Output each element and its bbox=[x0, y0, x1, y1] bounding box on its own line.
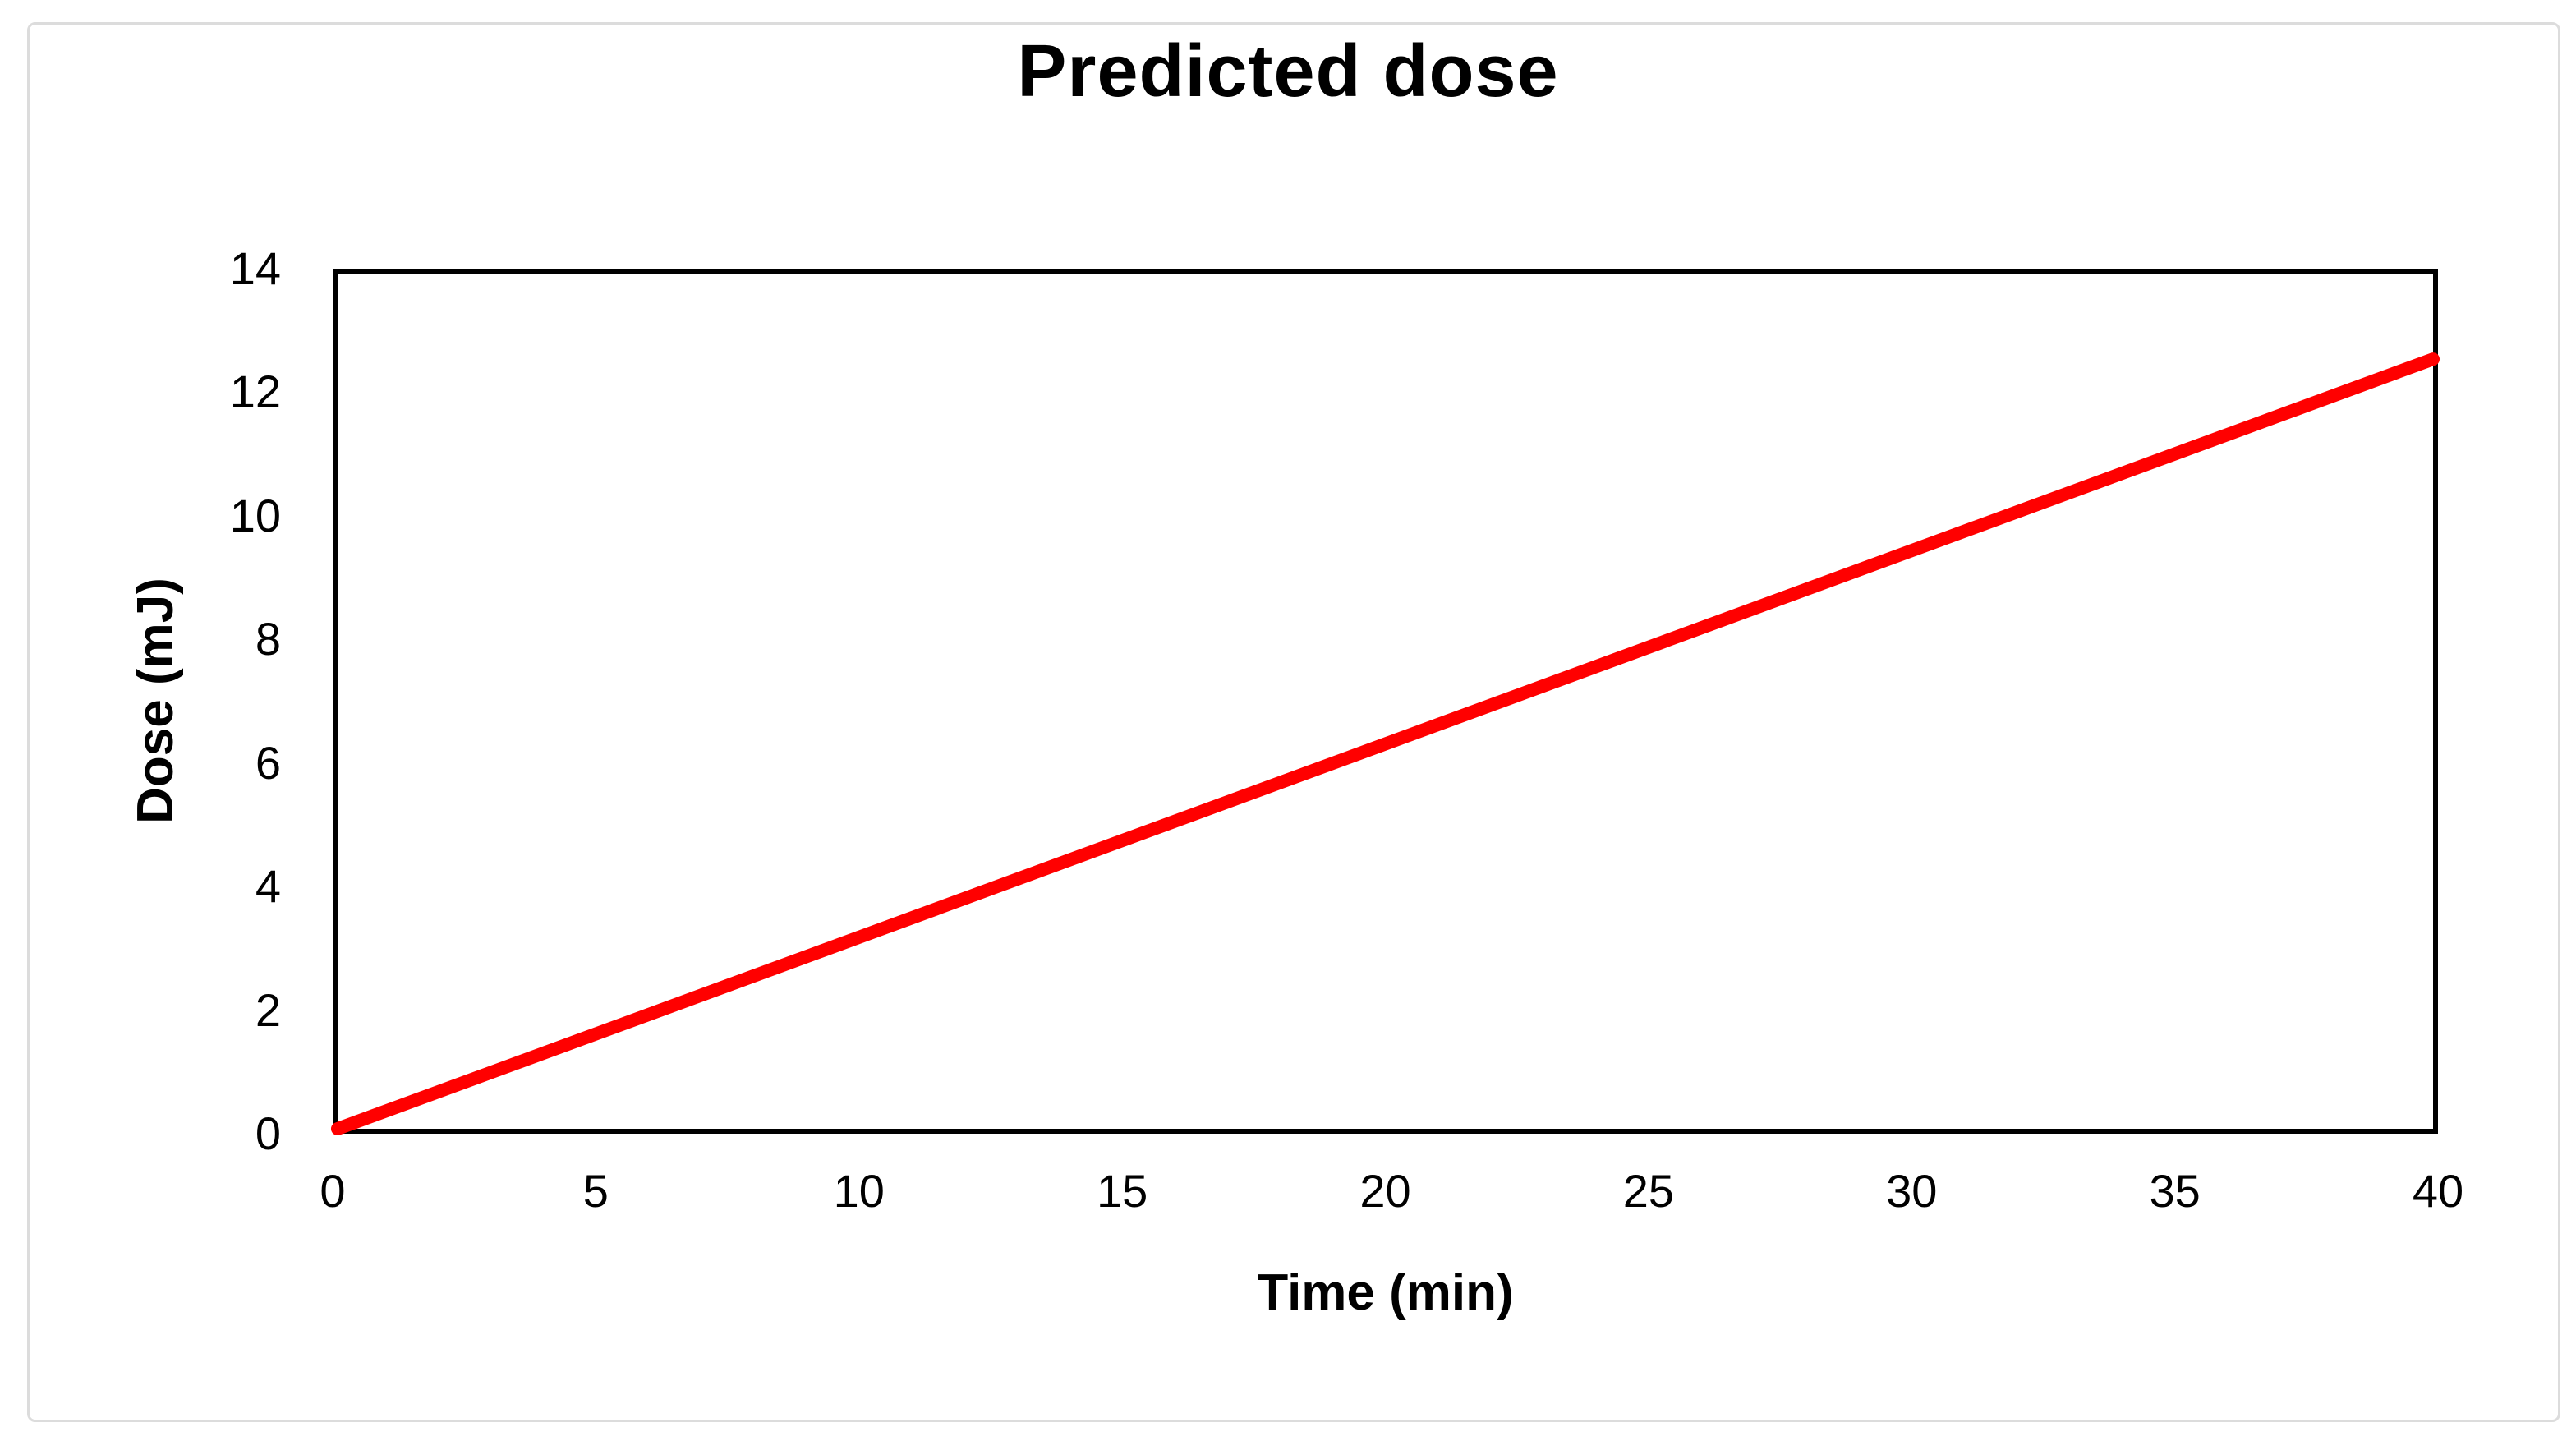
chart-title: Predicted dose bbox=[1017, 30, 1559, 113]
y-tick-label-2: 2 bbox=[255, 983, 281, 1036]
y-tick-label-14: 14 bbox=[229, 242, 281, 294]
x-tick-label-25: 25 bbox=[1622, 1165, 1675, 1217]
x-tick-label-30: 30 bbox=[1886, 1165, 1938, 1217]
x-tick-label-35: 35 bbox=[2149, 1165, 2201, 1217]
y-tick-label-0: 0 bbox=[255, 1107, 281, 1159]
y-tick-label-8: 8 bbox=[255, 613, 281, 665]
y-tick-label-10: 10 bbox=[229, 489, 281, 541]
y-tick-label-12: 12 bbox=[229, 366, 281, 418]
plot-area bbox=[333, 269, 2438, 1134]
plot-svg bbox=[338, 274, 2433, 1129]
x-tick-label-0: 0 bbox=[320, 1165, 346, 1217]
x-axis-title: Time (min) bbox=[1257, 1264, 1514, 1321]
x-tick-label-20: 20 bbox=[1359, 1165, 1411, 1217]
y-tick-label-4: 4 bbox=[255, 860, 281, 913]
x-axis-tick-labels: 0 5 10 15 20 25 30 35 40 bbox=[320, 1165, 2463, 1218]
x-tick-label-15: 15 bbox=[1096, 1165, 1148, 1217]
x-tick-label-5: 5 bbox=[582, 1165, 609, 1217]
x-tick-label-10: 10 bbox=[833, 1165, 885, 1217]
series-line-predicted-dose bbox=[338, 359, 2433, 1129]
y-axis-tick-labels: 0 2 4 6 8 10 12 14 bbox=[0, 246, 281, 1157]
x-tick-label-40: 40 bbox=[2412, 1165, 2464, 1217]
y-tick-label-6: 6 bbox=[255, 736, 281, 789]
